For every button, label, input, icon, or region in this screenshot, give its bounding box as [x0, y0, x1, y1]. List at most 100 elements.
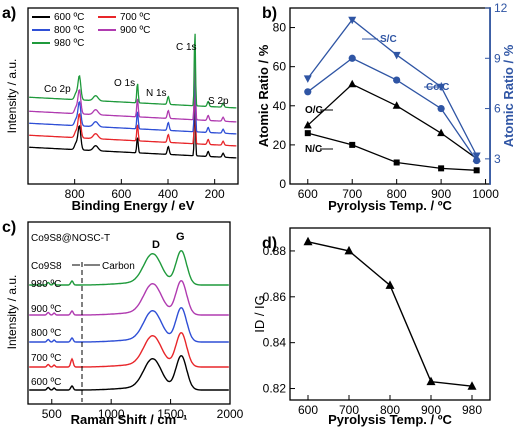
x-tick-label: 600: [298, 403, 318, 417]
peak-label-c1s: C 1s: [176, 42, 197, 53]
data-point: [473, 156, 481, 165]
y2-tick-label: 3: [494, 152, 501, 166]
trace-label: 700 ºC: [31, 353, 61, 364]
panel-d-frame: [289, 227, 491, 401]
series-line: [307, 57, 478, 161]
data-point: [393, 76, 401, 84]
panel-c-xticks: 500 1000 1500 2000: [42, 399, 244, 421]
series-label-nc: N/C: [305, 144, 322, 155]
y-tick-label: 0.84: [263, 336, 287, 350]
xps-trace: [29, 70, 237, 135]
data-point: [393, 159, 400, 166]
panel-c-trace-labels: 980 ºC 900 ºC 800 ºC 700 ºC 600 ºC: [31, 279, 61, 388]
panel-c-frame: [27, 221, 231, 405]
xps-trace: [29, 105, 237, 159]
panel-b-axes: 600 700 800 900 1000 0 20 40 60 80 3 6 9 12: [273, 1, 508, 201]
legend-label: 800 ºC: [54, 25, 84, 36]
data-point: [344, 245, 354, 255]
trace-label: 900 ºC: [31, 304, 61, 315]
legend-label: 600 ºC: [54, 12, 84, 23]
panel-d-axes: 600 700 800 900 980 0.82 0.84 0.86 0.88: [263, 244, 483, 417]
data-point: [348, 54, 356, 62]
series-label-oc: O/C: [305, 105, 323, 116]
data-point: [392, 101, 401, 109]
band-d-label: D: [152, 239, 160, 251]
series-line: [307, 83, 478, 160]
trace-label: 600 ºC: [31, 377, 61, 388]
panel-a-frame: [27, 7, 239, 185]
series-line: [307, 132, 477, 171]
data-point: [304, 88, 312, 96]
raman-trace: [29, 354, 229, 391]
panel-b-series: [303, 16, 481, 174]
panel-c: c) 500 1000 1500 2000 Raman Shift / cm⁻¹ In…: [2, 219, 244, 427]
data-point: [472, 152, 481, 161]
panel-c-carbon-label: Carbon: [102, 261, 135, 272]
raman-trace: [29, 306, 229, 343]
data-point: [348, 16, 357, 25]
panel-c-ylabel: Intensity / a.u.: [5, 275, 19, 350]
panel-a: a) 800 600 400 200 Binding Energy / eV Inte…: [2, 5, 239, 213]
peak-label-co2p: Co 2p: [44, 84, 71, 95]
series-line: [307, 241, 473, 387]
panel-d-tag: d): [262, 235, 277, 252]
data-point: [385, 280, 395, 289]
data-point: [438, 165, 445, 172]
panel-c-traces: [29, 249, 229, 391]
panel-c-xlabel: Raman Shift / cm⁻¹: [71, 412, 188, 427]
y-tick-label: 0.88: [263, 244, 287, 258]
data-point: [426, 376, 436, 386]
data-point: [437, 83, 446, 92]
x-tick-label: 700: [342, 187, 362, 201]
panel-b: b) 600 700 800 900 1000 0 20 40 60 80 3 6 9 12 Pyroly…: [256, 1, 516, 213]
panel-d-series: [303, 236, 477, 390]
series-label-sc: S/C: [380, 34, 397, 45]
panel-d-xlabel: Pyrolysis Temp. / ºC: [328, 412, 452, 427]
x-tick-label: 900: [421, 403, 441, 417]
legend-label: 900 ºC: [120, 25, 150, 36]
peak-label-s2p: S 2p: [208, 96, 229, 107]
y-tick-label: 0: [279, 177, 286, 191]
x-tick-label: 1000: [98, 407, 125, 421]
data-point: [303, 236, 313, 246]
data-point: [467, 381, 477, 390]
legend-label: 980 ºC: [54, 38, 84, 49]
data-point: [348, 79, 357, 88]
x-tick-label: 200: [205, 187, 225, 201]
x-tick-label: 800: [380, 403, 400, 417]
data-point: [392, 51, 401, 60]
panel-a-traces: [29, 33, 237, 159]
xps-trace: [29, 33, 237, 109]
data-point: [437, 104, 445, 113]
panel-b-ylabel-left: Atomic Ratio / %: [256, 44, 271, 147]
data-point: [303, 120, 312, 129]
x-tick-label: 600: [111, 187, 131, 201]
xps-trace: [29, 88, 237, 147]
panel-a-xticks: 800 600 400 200: [65, 179, 225, 201]
x-tick-label: 700: [339, 403, 359, 417]
x-tick-label: 1000: [472, 187, 499, 201]
data-point: [349, 141, 356, 148]
xps-trace: [29, 53, 237, 123]
panel-c-sample-label: Co9S8: [31, 261, 62, 272]
trace-label: 980 ºC: [31, 279, 61, 290]
y-tick-label: 40: [273, 99, 287, 113]
x-tick-label: 600: [298, 187, 318, 201]
panel-b-xlabel: Pyrolysis Temp. / ºC: [328, 198, 452, 213]
legend-label: 700 ºC: [120, 12, 150, 23]
band-g-label: G: [176, 231, 185, 243]
panel-b-tag: b): [262, 5, 277, 22]
y2-tick-label: 6: [494, 102, 501, 116]
panel-b-ylabel-right: Atomic Ratio / %: [501, 44, 516, 147]
raman-trace: [29, 331, 229, 368]
panel-c-header: Co9S8@NOSC-T: [31, 233, 110, 244]
x-tick-label: 800: [387, 187, 407, 201]
panel-d-ylabel: ID / IG: [252, 295, 267, 333]
data-point: [437, 128, 446, 137]
x-tick-label: 900: [431, 187, 451, 201]
data-point: [303, 75, 312, 83]
panel-c-tag: c): [2, 219, 16, 236]
x-tick-label: 400: [158, 187, 178, 201]
raman-trace: [29, 279, 229, 316]
